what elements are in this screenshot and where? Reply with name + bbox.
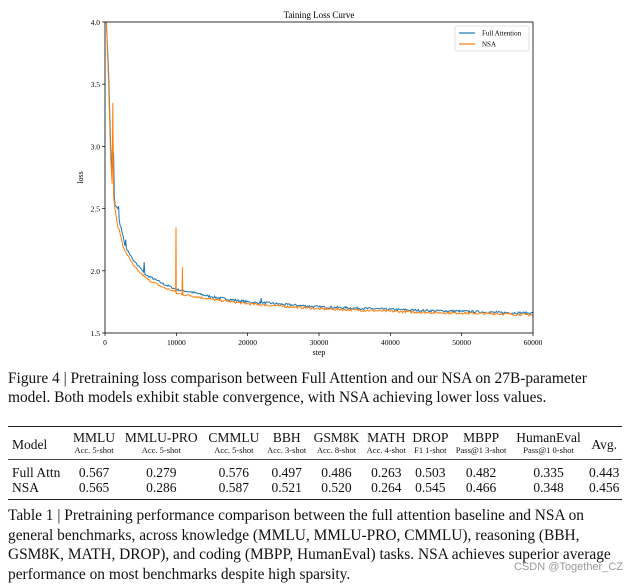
table-cell: 0.466	[465, 480, 497, 495]
chart-title: Taining Loss Curve	[284, 10, 355, 20]
table-cell: 0.486	[321, 465, 352, 480]
model-header: Model	[12, 437, 48, 452]
column-metric: Acc. 5-shot	[141, 445, 181, 455]
results-table: Model MMLU MMLU-PRO CMMLU BBH GSM8K MATH DROP MB…	[8, 426, 622, 500]
table-cell: 0.482	[465, 465, 497, 480]
column-metric: F1 1-shot	[414, 445, 447, 455]
column-header: MMLU	[73, 430, 116, 445]
x-tick-label: 30000	[310, 338, 329, 347]
plot-frame	[104, 21, 534, 334]
y-tick-label: 2.0	[91, 267, 101, 276]
table-row: Full Attn 0.567 0.279 0.576 0.497 0.486 0.263 0…	[8, 460, 622, 481]
table-cell: 0.565	[78, 480, 110, 495]
figure-caption: Figure 4 | Pretraining loss comparison b…	[8, 370, 587, 406]
series-line-nsa	[105, 21, 534, 317]
column-header: GSM8K	[313, 430, 360, 445]
table-cell: 0.545	[415, 480, 446, 495]
column-metric: Pass@1 3-shot	[455, 445, 507, 455]
x-tick-label: 50000	[452, 338, 471, 347]
column-header: BBH	[272, 430, 301, 445]
watermark: CSDN @Together_CZ	[514, 561, 623, 573]
table-cell: 0.335	[533, 465, 564, 480]
table-cell: 0.443	[588, 465, 620, 480]
table-cell: 0.263	[371, 465, 402, 480]
training-loss-chart: Taining Loss Curve step loss 0 10000 20000 300…	[76, 10, 543, 357]
y-tick-label: 2.5	[91, 205, 101, 214]
y-tick-label: 3.5	[91, 80, 101, 89]
y-tick-label: 3.0	[91, 142, 101, 151]
table-cell: 0.576	[218, 465, 250, 480]
column-header: MBPP	[463, 430, 500, 445]
table-cell: 0.521	[271, 480, 302, 495]
x-tick-label: 40000	[381, 338, 400, 347]
x-tick-label: 20000	[238, 338, 257, 347]
table-cell: 0.567	[78, 465, 110, 480]
y-tick-label: 1.5	[91, 329, 101, 338]
column-header: DROP	[412, 430, 449, 445]
model-name: NSA	[12, 480, 40, 495]
x-axis-label: step	[313, 348, 326, 357]
column-header: CMMLU	[208, 430, 260, 445]
avg-header: Avg.	[591, 437, 617, 452]
table-cell: 0.286	[146, 480, 177, 495]
x-tick-label: 60000	[524, 338, 543, 347]
series-line-full-attention	[105, 21, 534, 316]
table-caption: Table 1 | Pretraining performance compar…	[8, 507, 611, 583]
x-tick-label: 10000	[167, 338, 186, 347]
y-axis-label: loss	[76, 171, 85, 183]
model-name: Full Attn	[12, 465, 61, 480]
column-header: MMLU-PRO	[124, 430, 198, 445]
table-cell: 0.264	[371, 480, 402, 495]
column-header: MATH	[367, 430, 406, 445]
table-cell: 0.456	[588, 480, 620, 495]
table-cell: 0.348	[533, 480, 564, 495]
table-cell: 0.520	[321, 480, 352, 495]
table-cell: 0.279	[146, 465, 177, 480]
table-cell: 0.503	[415, 465, 446, 480]
table-cell: 0.497	[271, 465, 302, 480]
column-metric: Acc. 8-shot	[316, 445, 357, 455]
legend-box	[454, 25, 530, 52]
column-metric: Pass@1 0-shot	[523, 445, 574, 455]
y-tick-label: 4.0	[91, 18, 101, 27]
column-metric: Acc. 5-shot	[214, 445, 254, 455]
table-row: NSA 0.565 0.286 0.587 0.521 0.520 0.264 0.545 0.…	[8, 480, 622, 500]
column-metric: Acc. 4-shot	[366, 445, 406, 455]
x-tick-label: 0	[103, 338, 107, 347]
table-cell: 0.587	[218, 480, 250, 495]
legend-label: Full Attention	[482, 30, 522, 38]
column-metric: Acc. 5-shot	[74, 445, 114, 455]
column-metric: Acc. 3-shot	[267, 445, 307, 455]
column-header: HumanEval	[516, 430, 581, 445]
legend-label: NSA	[482, 41, 496, 49]
